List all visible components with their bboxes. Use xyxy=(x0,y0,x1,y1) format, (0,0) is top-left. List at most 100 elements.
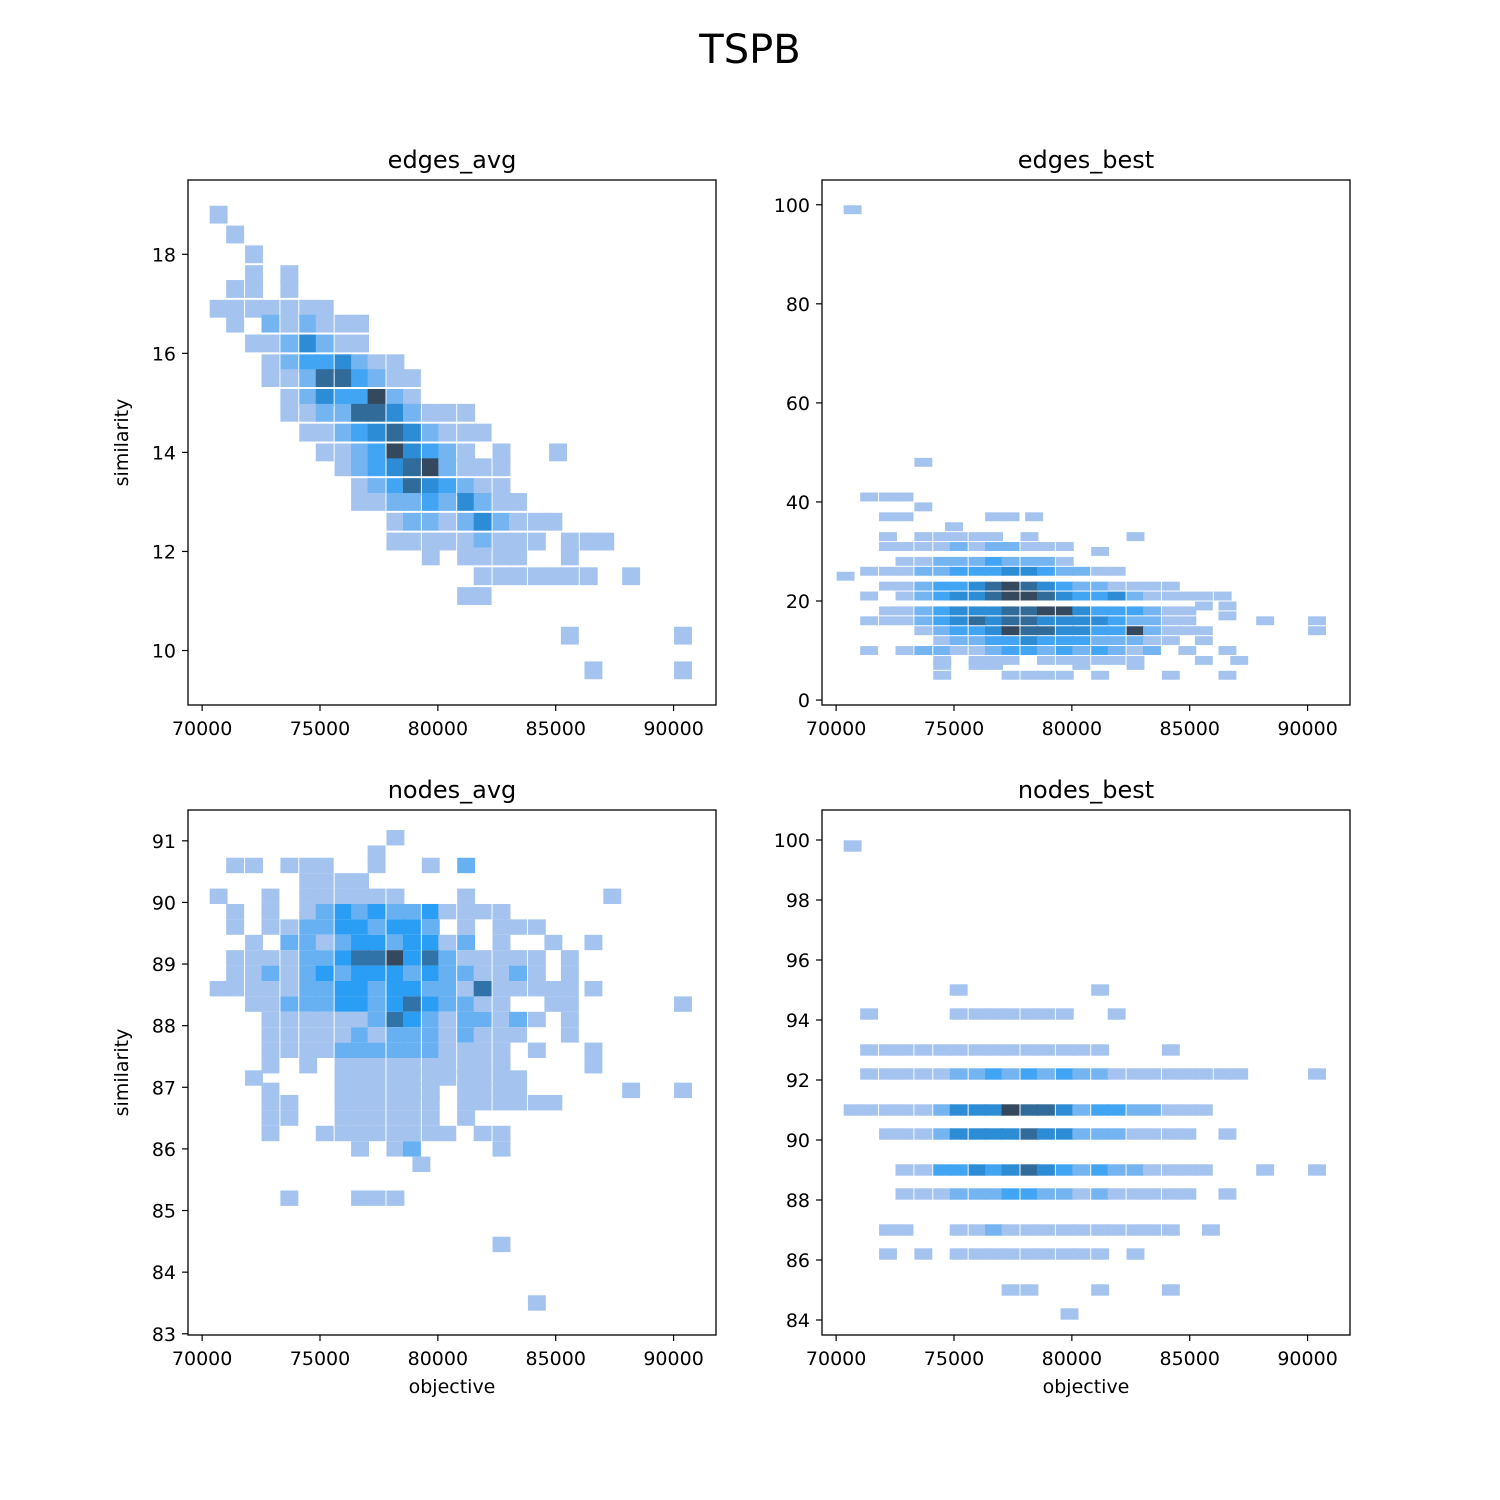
heatmap-cell xyxy=(402,458,421,477)
heatmap-cell xyxy=(334,1082,353,1099)
heatmap-cell xyxy=(1091,566,1110,576)
heatmap-cell xyxy=(949,532,968,542)
heatmap-cell xyxy=(334,903,353,920)
heatmap-cell xyxy=(280,314,299,333)
heatmap-cell xyxy=(1091,616,1110,626)
heatmap-cell xyxy=(367,1082,386,1099)
x-axis: 70000 75000 80000 85000 90000 xyxy=(172,705,704,740)
heatmap-cell xyxy=(280,1110,299,1126)
heatmap-cell xyxy=(315,443,334,462)
heatmap-cell xyxy=(226,299,245,318)
heatmap-cell xyxy=(367,1070,386,1086)
heatmap-cell xyxy=(1213,591,1232,601)
heatmap-cell xyxy=(1020,1188,1039,1200)
heatmap-cell xyxy=(1178,1068,1197,1080)
heatmap-cell xyxy=(1126,1224,1145,1236)
heatmap-cell xyxy=(226,965,245,981)
heatmap-cell xyxy=(402,532,421,551)
heatmap-cell xyxy=(367,369,386,388)
x-tick-label: 75000 xyxy=(290,718,350,740)
heatmap-cell xyxy=(603,888,622,904)
heatmap-cell xyxy=(949,616,968,626)
heatmap-cell xyxy=(1178,591,1197,601)
heatmap-cell xyxy=(1020,1104,1039,1116)
heatmap-cell xyxy=(1161,636,1180,646)
heatmap-cell xyxy=(933,1188,952,1200)
heatmap-cell xyxy=(895,492,914,502)
heatmap-cell xyxy=(1091,984,1110,996)
heatmap-cell xyxy=(1161,670,1180,680)
heatmap-cell xyxy=(334,314,353,333)
heatmap-cell xyxy=(1091,547,1110,556)
heatmap-cell xyxy=(1308,1164,1326,1176)
heatmap-cell xyxy=(509,1027,527,1043)
heatmap-cell xyxy=(402,389,421,407)
heatmap-cell xyxy=(1091,655,1110,665)
heatmap-cell xyxy=(1107,626,1126,636)
heatmap-cell xyxy=(1126,1128,1145,1140)
heatmap-cell xyxy=(492,512,511,531)
heatmap-cell xyxy=(509,493,527,511)
subplot-title: edges_avg xyxy=(388,146,517,174)
figure-title: TSPB xyxy=(698,27,800,73)
heatmap-cell xyxy=(527,980,546,997)
heatmap-cell xyxy=(334,1058,353,1074)
heatmap-cell xyxy=(1072,626,1091,636)
heatmap-cell xyxy=(402,934,421,951)
heatmap-cell xyxy=(1072,1068,1091,1080)
heatmap-cell xyxy=(860,646,879,655)
heatmap-cell xyxy=(1091,606,1110,616)
heatmap-cell xyxy=(402,1011,421,1028)
heatmap-cell xyxy=(315,1042,334,1059)
heatmap-cell xyxy=(949,1164,968,1176)
heatmap-cell xyxy=(386,980,405,997)
y-tick-label: 92 xyxy=(786,1070,810,1092)
heatmap-cell xyxy=(402,1070,421,1086)
x-tick-label: 80000 xyxy=(408,1348,468,1370)
heatmap-cell xyxy=(1036,1164,1055,1176)
heatmap-cell xyxy=(334,423,353,442)
heatmap-cell xyxy=(674,1082,692,1099)
heatmap-cell xyxy=(1107,1188,1126,1200)
heatmap-cell xyxy=(1143,1188,1161,1200)
heatmap-cell xyxy=(1256,1164,1275,1176)
y-axis-label: similarity xyxy=(111,1029,133,1117)
heatmap-cell xyxy=(1072,1164,1091,1176)
heatmap-cell xyxy=(226,314,245,333)
heatmap-cell xyxy=(421,996,440,1012)
heatmap-cell xyxy=(1194,636,1213,646)
heatmap-cell xyxy=(402,423,421,442)
heatmap-cell xyxy=(334,369,353,388)
heatmap-cell xyxy=(351,903,370,920)
heatmap-cell xyxy=(1055,1248,1074,1260)
heatmap-cell xyxy=(315,980,334,997)
heatmap-cell xyxy=(351,980,370,997)
heatmap-cell xyxy=(367,996,386,1012)
heatmap-cell xyxy=(492,1011,511,1028)
heatmap-cell xyxy=(457,532,476,551)
x-axis-label: objective xyxy=(1043,1376,1130,1398)
heatmap-cell xyxy=(438,980,457,997)
heatmap-cell xyxy=(351,1094,370,1111)
heatmap-cell xyxy=(968,626,987,636)
heatmap-cell xyxy=(895,616,914,626)
heatmap-cell xyxy=(438,934,457,951)
heatmap-cell xyxy=(1178,606,1197,616)
heatmap-cell xyxy=(1020,670,1039,680)
heatmap-cell xyxy=(879,581,897,591)
heatmap-cell xyxy=(879,512,897,522)
heatmap-cell xyxy=(1055,626,1074,636)
heatmap-cell xyxy=(584,934,603,951)
heatmap-cell xyxy=(473,458,492,477)
heatmap-cell xyxy=(299,857,318,874)
heatmap-cell xyxy=(879,566,897,576)
heatmap-cell xyxy=(674,996,692,1012)
subplot-edges-best: 70000 75000 80000 85000 90000 0 20 40 60 80 100 edg… xyxy=(774,146,1351,740)
heatmap-cell xyxy=(949,606,968,616)
heatmap-cell xyxy=(527,532,546,551)
heatmap-cell xyxy=(985,591,1004,601)
heatmap-cell xyxy=(421,1027,440,1043)
heatmap-cell xyxy=(421,980,440,997)
heatmap-cell xyxy=(473,567,492,586)
